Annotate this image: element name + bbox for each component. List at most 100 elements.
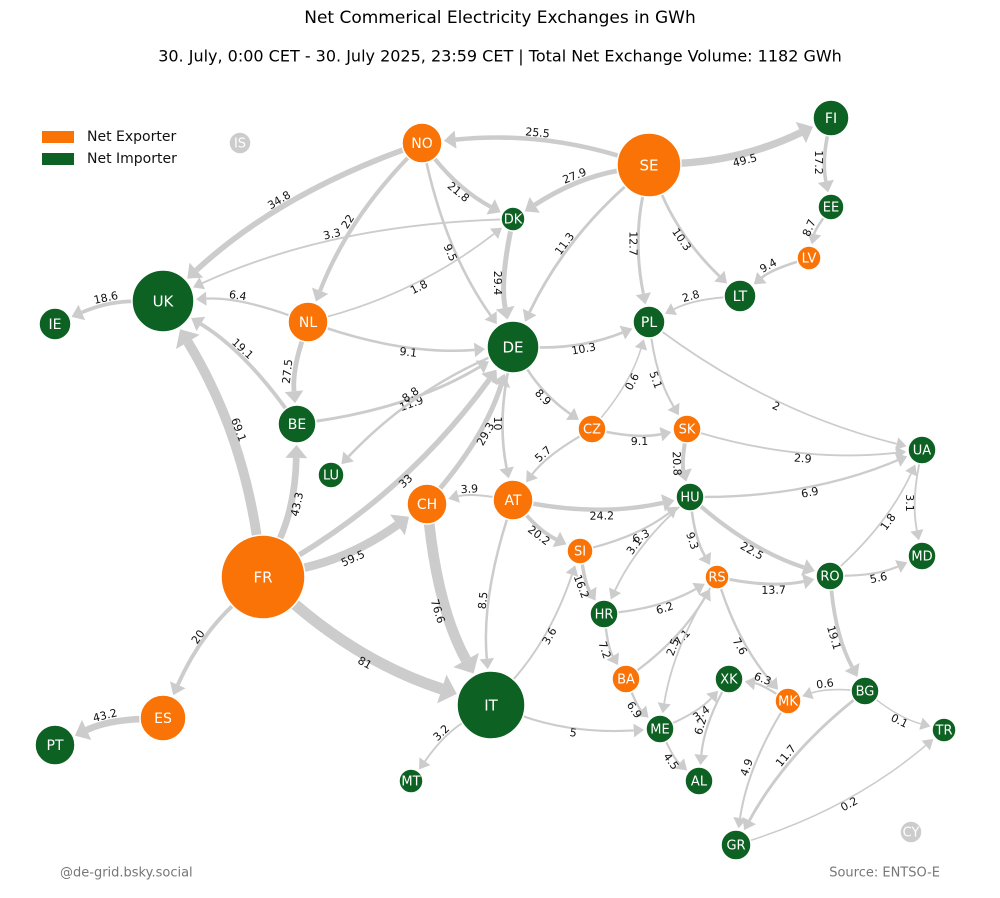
arrow-head (802, 573, 815, 590)
arrow-head (753, 271, 767, 285)
arrow-head (905, 464, 918, 477)
edge-label: 0.2 (838, 794, 860, 814)
edge-label: 3.2 (431, 722, 453, 743)
edge-label: 6.9 (624, 699, 645, 721)
edge (528, 185, 627, 313)
arrow-head (921, 739, 934, 751)
country-node (577, 414, 607, 444)
edge-label: 4.9 (738, 757, 756, 778)
arrow-head (524, 197, 540, 213)
country-node (139, 694, 187, 742)
arrow-head (193, 277, 206, 290)
edge-label: 7.2 (596, 640, 614, 661)
edge (614, 505, 681, 591)
arrow-head (694, 754, 709, 766)
country-label: DE (502, 339, 523, 357)
edge (525, 368, 571, 415)
country-label: RS (708, 571, 725, 586)
arrow-head (565, 565, 579, 577)
edge-label: 10.3 (570, 340, 596, 357)
country-label: ME (650, 723, 669, 738)
edge (650, 337, 675, 407)
edge-label: 12.7 (627, 231, 640, 256)
country-label: CZ (583, 423, 601, 438)
country-node (34, 724, 76, 766)
edge-label: 2 (770, 399, 782, 414)
edge (194, 147, 405, 273)
arrow-head (633, 723, 645, 738)
edge (81, 299, 133, 315)
edge (663, 586, 712, 704)
arrow-head (484, 311, 497, 325)
arrow-head (795, 122, 813, 144)
edge-label: 21.8 (445, 179, 472, 205)
arrow-head (910, 529, 924, 541)
edge-label: 20 (189, 628, 208, 647)
legend-swatch (42, 153, 74, 165)
arrow-head (522, 308, 537, 322)
edge (318, 156, 410, 292)
edge (291, 600, 444, 695)
country-node (645, 714, 675, 744)
edge (748, 698, 855, 822)
edge-label: 29.4 (491, 271, 504, 296)
edge (617, 587, 697, 614)
edge (660, 193, 721, 278)
country-node (714, 664, 744, 694)
country-label: SK (679, 423, 696, 438)
country-label: BA (617, 673, 635, 688)
arrow-head (448, 489, 460, 503)
edge-label: 33 (396, 472, 415, 491)
edge-label: 5.6 (869, 570, 889, 586)
edge (728, 577, 805, 586)
country-node (611, 664, 641, 694)
country-label: SI (574, 545, 586, 560)
country-node (287, 301, 329, 343)
country-label: GR (726, 839, 745, 854)
country-label: EE (823, 201, 839, 216)
country-label: BE (288, 417, 306, 433)
country-label: FI (825, 111, 837, 127)
edge-label: 27.5 (280, 359, 296, 385)
edge-label: 5.1 (646, 370, 664, 391)
country-label: PT (47, 738, 64, 754)
edge (524, 513, 558, 542)
arrow-head (894, 453, 908, 467)
country-node (899, 820, 923, 844)
country-node (817, 193, 845, 221)
arrow-head (71, 304, 86, 321)
country-label: CH (417, 497, 437, 513)
edge-label: 24.2 (589, 509, 614, 522)
arrow-head (667, 402, 680, 416)
edge (636, 196, 645, 295)
arrow-head (733, 817, 747, 829)
edge (501, 230, 514, 309)
country-node (220, 534, 306, 620)
edge (661, 330, 897, 445)
edge-label: 9.5 (441, 242, 460, 263)
edge (875, 698, 922, 725)
country-node (907, 435, 937, 465)
arrow-head (475, 360, 489, 374)
arrow-head (674, 758, 688, 771)
arrow-head (187, 262, 204, 279)
edge-label: 18.6 (93, 289, 120, 307)
country-node (131, 269, 195, 333)
title: Net Commerical Electricity Exchanges in … (304, 8, 696, 28)
arrow-head (714, 270, 728, 284)
arrow-head (526, 469, 538, 483)
country-label: CY (903, 826, 920, 841)
edge-label: 9.4 (758, 256, 780, 276)
country-label: LT (733, 289, 748, 305)
edge-label: 8.9 (532, 387, 554, 409)
edge (703, 459, 899, 499)
country-node (566, 537, 594, 565)
edge (176, 604, 234, 686)
arrow-head (706, 690, 719, 703)
arrow-head (390, 514, 410, 536)
edge-label: 2.9 (793, 451, 812, 466)
edge (85, 715, 141, 734)
footer-source: Source: ENTSO-E (829, 866, 940, 881)
edge-label: 3.9 (460, 482, 478, 496)
arrow-head (566, 407, 579, 420)
